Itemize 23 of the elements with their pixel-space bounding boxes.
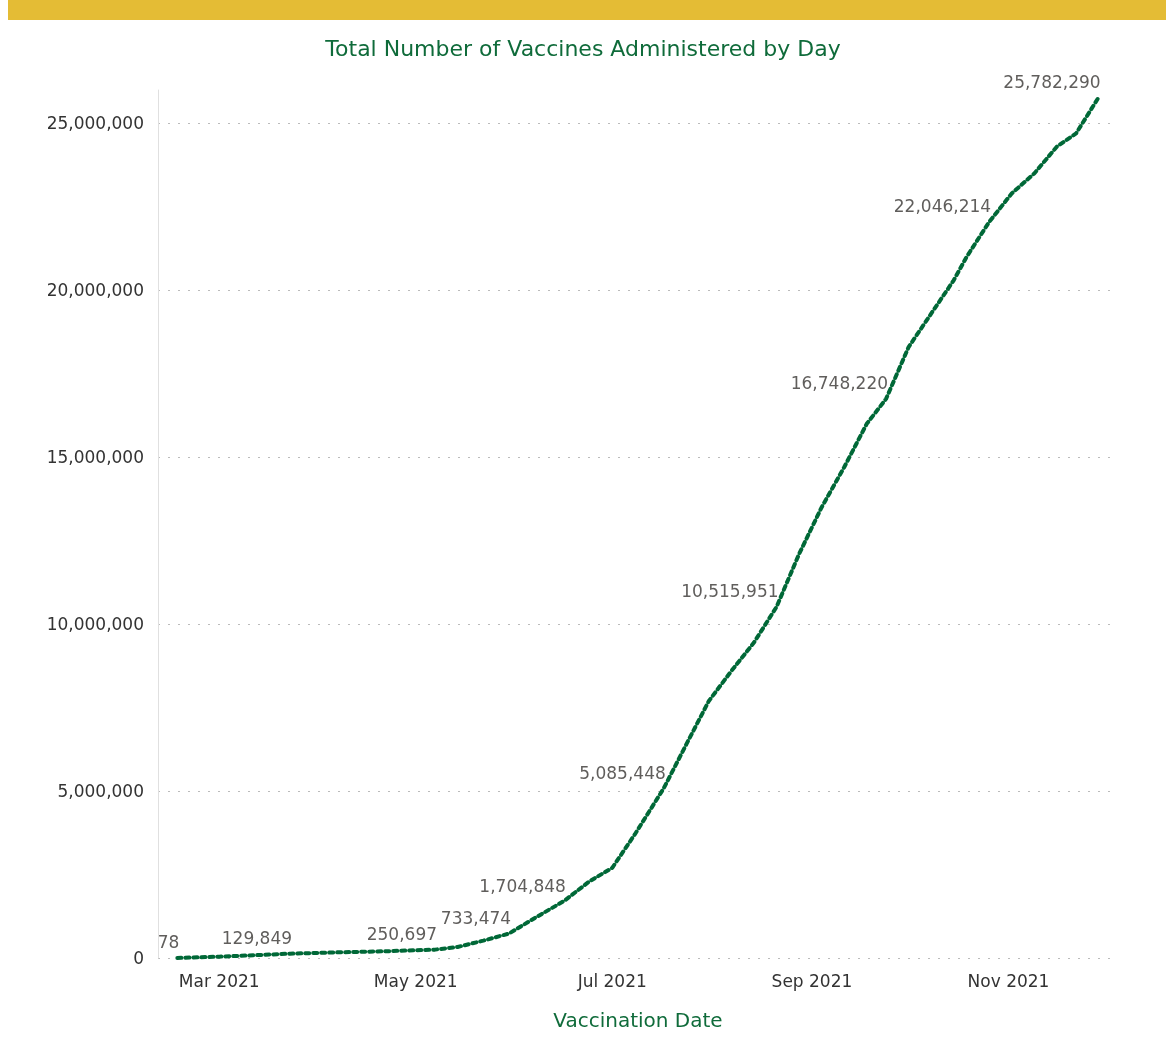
data-label: 10,515,951 bbox=[681, 581, 779, 602]
data-label: 1,704,848 bbox=[479, 875, 566, 896]
x-axis-title: Vaccination Date bbox=[553, 1008, 723, 1032]
data-label: 78 bbox=[157, 932, 180, 953]
y-tick-label: 0 bbox=[133, 948, 144, 968]
x-tick-label: Nov 2021 bbox=[967, 970, 1050, 991]
data-label: 25,782,290 bbox=[1003, 71, 1101, 92]
y-tick-label: 15,000,000 bbox=[46, 447, 144, 468]
y-tick-label: 10,000,000 bbox=[46, 614, 144, 635]
data-label: 250,697 bbox=[366, 924, 438, 945]
chart-title: Total Number of Vaccines Administered by Day bbox=[324, 35, 841, 61]
x-tick-label: May 2021 bbox=[373, 970, 458, 991]
data-label: 129,849 bbox=[221, 928, 293, 949]
y-tick-label: 20,000,000 bbox=[46, 280, 144, 301]
x-tick-label: Mar 2021 bbox=[178, 970, 260, 991]
data-label: 733,474 bbox=[440, 908, 512, 929]
x-tick-label: Sep 2021 bbox=[771, 970, 853, 991]
data-label: 22,046,214 bbox=[893, 196, 992, 217]
y-tick-label: 5,000,000 bbox=[57, 781, 144, 802]
data-label: 16,748,220 bbox=[790, 373, 889, 394]
data-label: 5,085,448 bbox=[579, 762, 666, 783]
y-tick-label: 25,000,000 bbox=[46, 113, 144, 134]
x-tick-label: Jul 2021 bbox=[576, 970, 647, 991]
